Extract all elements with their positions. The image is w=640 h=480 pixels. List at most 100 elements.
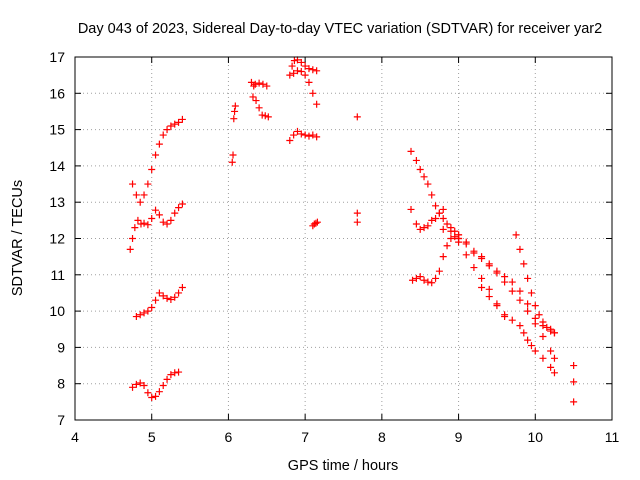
data-point [428,216,436,224]
data-point [407,205,415,213]
data-point [547,347,555,355]
data-point [301,62,309,70]
plot-frame [74,56,613,421]
data-point [508,287,516,295]
data-point [439,215,447,223]
y-tick-label: 11 [50,267,65,283]
data-point [167,371,175,379]
series-arc-a-lower [129,368,183,401]
data-point [247,78,255,86]
data-point [309,131,317,139]
data-point [478,254,486,262]
data-point [570,378,578,386]
data-point [132,380,140,388]
data-point [531,302,539,310]
data-point [516,322,524,330]
y-tick-label: 16 [49,85,65,101]
data-point [547,363,555,371]
data-point [409,276,417,284]
data-point [261,112,269,120]
data-point [424,278,432,286]
data-point [305,132,313,140]
y-tick-label: 17 [49,49,65,65]
data-point [178,115,186,123]
data-point [420,224,428,232]
data-point [550,369,558,377]
data-point [435,267,443,275]
series-arc-c-1 [228,102,239,166]
data-point [229,151,237,159]
y-tick-label: 9 [57,339,65,355]
data-point [134,216,142,224]
x-tick-label: 4 [71,429,79,445]
data-point [171,209,179,217]
data-point [516,245,524,253]
data-point [288,62,296,70]
data-point [313,100,321,108]
data-point [231,107,239,115]
data-point [493,302,501,310]
data-point [163,220,171,228]
series-arc-e-2 [409,233,463,287]
data-point [132,191,140,199]
data-point [539,354,547,362]
data-points [126,56,578,406]
data-point [148,303,156,311]
data-point [148,393,156,401]
data-point [136,198,144,206]
data-point [159,382,167,390]
data-point [309,66,317,74]
y-tick-labels: 7 8 9 10 11 12 13 14 15 16 17 [49,49,65,428]
series-arc-b-1 [126,200,186,253]
y-tick-label: 8 [57,376,65,392]
x-tick-label: 9 [455,429,463,445]
series-arc-f-3 [455,231,558,337]
data-point [428,279,436,287]
data-point [144,389,152,397]
data-point [140,309,148,317]
data-point [167,122,175,130]
data-point [255,79,263,87]
chart-title: Day 043 of 2023, Sidereal Day-to-day VTE… [78,21,602,37]
series-arc-d-2 [290,67,321,108]
data-point [435,209,443,217]
series-isolated-late [570,362,578,406]
data-point [478,284,486,292]
data-point [249,93,257,101]
data-point [175,289,183,297]
x-tick-label: 10 [527,429,543,445]
data-point [255,104,263,112]
data-point [520,260,528,268]
series-arc-c-3 [249,79,271,101]
data-point [131,224,139,232]
data-point [167,295,175,303]
data-point [310,220,318,228]
series-arc-f-2 [455,235,558,362]
data-point [136,379,144,387]
data-point [297,130,305,138]
y-axis-label: SDTVAR / TECUs [10,180,26,296]
data-point [412,220,420,228]
data-point [171,293,179,301]
data-point [570,398,578,406]
data-point [424,222,432,230]
data-point [535,311,543,319]
data-point [493,267,501,275]
data-point [132,313,140,321]
y-tick-label: 15 [49,122,65,138]
data-point [485,285,493,293]
data-point [312,219,320,227]
data-point [301,71,309,79]
data-point [455,231,463,239]
data-point [144,180,152,188]
data-point [163,294,171,302]
data-point [478,274,486,282]
data-point [420,276,428,284]
data-point [462,251,470,259]
data-point [178,200,186,208]
series-arc-b-2 [129,115,186,206]
data-point [167,216,175,224]
data-point [286,71,294,79]
data-point [155,388,163,396]
data-point [155,289,163,297]
